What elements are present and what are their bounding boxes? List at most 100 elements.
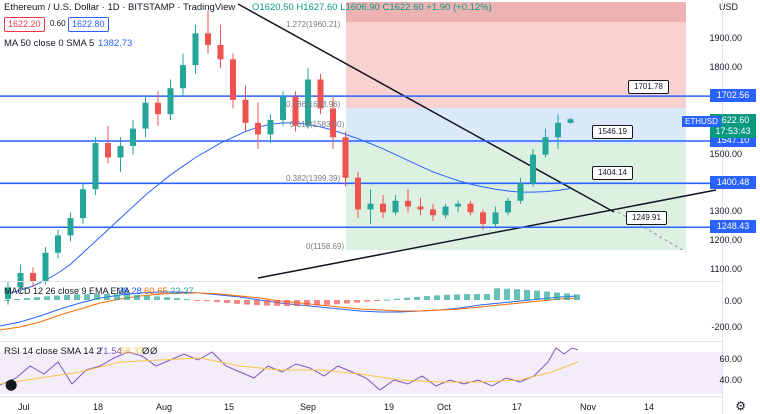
ohlc-readout: O1620.50 H1627.60 L1606.90 C1622.60 +1.9… (252, 2, 492, 13)
candle-body[interactable] (355, 177, 361, 210)
candle-body[interactable] (5, 287, 11, 299)
candle-body[interactable] (55, 235, 61, 253)
macd-histogram-bar (114, 294, 120, 300)
time-tick: 17 (512, 402, 523, 412)
axis-currency[interactable]: USD (718, 2, 738, 12)
macd-histogram-bar (154, 296, 160, 300)
candle-body[interactable] (242, 99, 249, 123)
candle-body[interactable] (342, 137, 349, 178)
candle-body[interactable] (130, 128, 136, 146)
macd-value-1: 38.28 (118, 286, 142, 297)
time-tick: 19 (384, 402, 395, 412)
bid-price[interactable]: 1622.20 (4, 17, 45, 32)
candle-body[interactable] (117, 145, 124, 158)
macd-histogram-bar (434, 295, 440, 300)
candle-body[interactable] (517, 183, 524, 201)
macd-label[interactable]: MACD 12 26 close 9 EMA EMA (4, 286, 131, 296)
rsi-sma-line (0, 357, 579, 385)
time-tick: Sep (300, 402, 317, 412)
tradingview-logo-icon[interactable]: ⬤ (5, 379, 18, 391)
candle-body[interactable] (392, 200, 399, 213)
price-callout[interactable]: 1546.19 (592, 125, 633, 140)
macd-histogram-bar (214, 300, 220, 303)
candle-body[interactable] (455, 203, 461, 207)
price-callout[interactable]: 1701.78 (628, 80, 669, 95)
candle-body[interactable] (17, 272, 24, 288)
level-price-tag[interactable]: 1702.56 (710, 89, 756, 103)
macd-histogram-bar (544, 291, 550, 300)
ma-label[interactable]: MA 50 close 0 SMA 5 (4, 38, 95, 49)
candle-body[interactable] (292, 96, 299, 126)
rsi-value-2: 58.37 (120, 346, 144, 357)
candle-body[interactable] (180, 65, 186, 89)
candle-body[interactable] (305, 79, 311, 126)
candle-body[interactable] (80, 189, 86, 219)
price-tick: 1100.00 (710, 264, 742, 275)
macd-histogram-bar (574, 294, 580, 300)
macd-histogram-bar (534, 290, 540, 300)
candle-body[interactable] (567, 119, 574, 123)
candle-body[interactable] (430, 209, 436, 216)
rsi-line (0, 347, 579, 391)
candle-body[interactable] (480, 212, 486, 224)
macd-histogram-bar (304, 300, 310, 306)
level-price-tag[interactable]: 1248.43 (710, 220, 756, 234)
uptrend-line[interactable] (257, 189, 717, 279)
macd-histogram-bar (284, 300, 290, 306)
candle-body[interactable] (280, 96, 286, 120)
time-tick: Jul (18, 402, 30, 412)
candle-body[interactable] (255, 122, 261, 135)
macd-histogram-bar (454, 294, 460, 300)
candle-body[interactable] (317, 79, 324, 109)
candle-body[interactable] (105, 143, 111, 158)
price-callout[interactable]: 1404.14 (592, 166, 633, 181)
macd-histogram-bar (224, 300, 230, 304)
candle-body[interactable] (142, 102, 149, 129)
time-tick: Aug (156, 402, 173, 412)
candle-body[interactable] (367, 203, 374, 210)
candle-body[interactable] (530, 154, 536, 184)
candle-body[interactable] (192, 33, 199, 66)
price-callout[interactable]: 1249.91 (626, 210, 667, 225)
macd-histogram-bar (174, 298, 180, 300)
ask-price[interactable]: 1622.80 (68, 17, 109, 32)
candle-body[interactable] (67, 218, 74, 236)
candle-body[interactable] (380, 203, 386, 213)
candle-body[interactable] (467, 203, 474, 213)
candle-body[interactable] (267, 119, 274, 135)
rsi-tick-1: 40.00 (719, 375, 742, 385)
level-price-tag[interactable]: 1400.48 (710, 176, 756, 190)
candle-body[interactable] (92, 143, 99, 190)
candle-body[interactable] (167, 88, 174, 115)
macd-histogram-bar (54, 295, 60, 300)
macd-histogram-bar (514, 289, 520, 300)
candle-body[interactable] (442, 206, 449, 216)
candle-body[interactable] (42, 252, 49, 282)
candle-body[interactable] (405, 200, 411, 207)
macd-histogram-bar (14, 299, 20, 301)
candle-body[interactable] (205, 33, 211, 45)
candle-body[interactable] (155, 102, 161, 115)
time-tick: Nov (580, 402, 597, 412)
candle-body[interactable] (492, 212, 499, 224)
macd-histogram-bar (384, 299, 390, 301)
candle-body[interactable] (217, 44, 224, 60)
candle-body[interactable] (555, 122, 561, 138)
candle-body[interactable] (30, 272, 36, 282)
candle-body[interactable] (230, 59, 236, 100)
macd-histogram-bar (84, 294, 90, 300)
macd-histogram-bar (4, 300, 10, 301)
candle-body[interactable] (505, 200, 511, 213)
time-tick: 14 (644, 402, 655, 412)
candle-body[interactable] (417, 206, 424, 210)
settings-gear-icon[interactable]: ⚙ (735, 399, 746, 413)
rsi-label[interactable]: RSI 14 close SMA 14 2 (4, 346, 102, 357)
macd-histogram-bar (104, 294, 110, 300)
candle-body[interactable] (542, 137, 549, 155)
macd-histogram-bar (274, 300, 280, 306)
candle-body[interactable] (330, 108, 336, 138)
macd-histogram-bar (374, 300, 380, 301)
downtrend-line[interactable] (237, 3, 615, 213)
macd-histogram-bar (324, 300, 330, 305)
